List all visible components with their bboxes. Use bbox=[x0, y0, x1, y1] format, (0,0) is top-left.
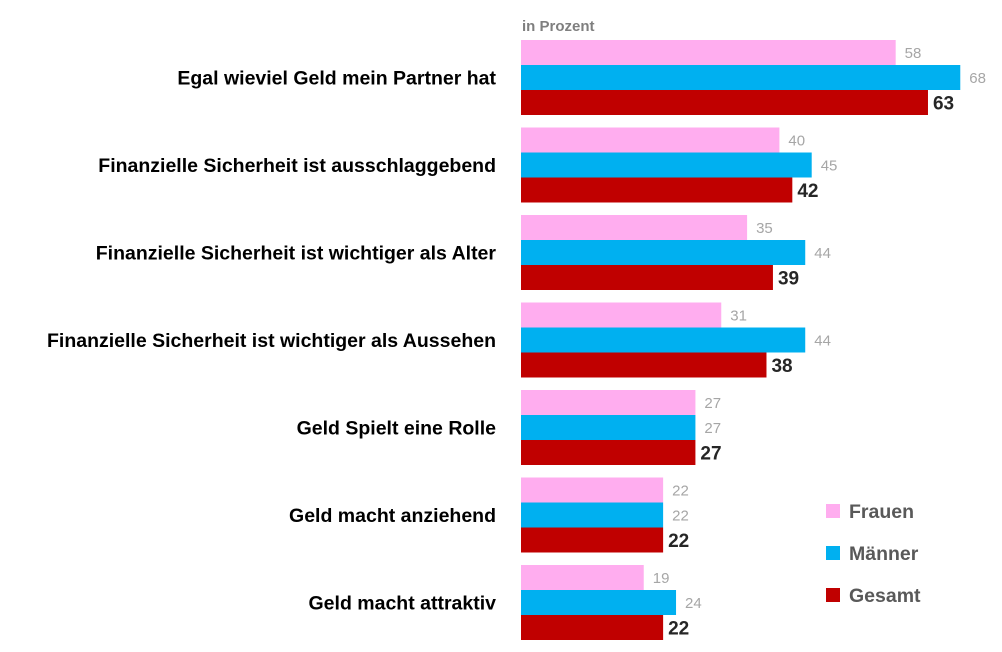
value-label: 27 bbox=[704, 420, 721, 437]
value-label: 63 bbox=[933, 94, 954, 115]
value-label: 42 bbox=[797, 181, 818, 202]
legend-swatch bbox=[826, 504, 840, 518]
value-label: 40 bbox=[788, 133, 805, 150]
category-label: Geld macht attraktiv bbox=[309, 593, 497, 615]
category-label: Geld Spielt eine Rolle bbox=[297, 418, 497, 440]
legend: Frauen Männer Gesamt bbox=[826, 501, 921, 607]
category-label: Finanzielle Sicherheit ist wichtiger als… bbox=[96, 243, 497, 265]
value-label: 45 bbox=[821, 158, 838, 175]
bar-männer bbox=[521, 65, 961, 90]
bar-männer bbox=[521, 415, 696, 440]
bar-frauen bbox=[521, 565, 644, 590]
value-label: 22 bbox=[668, 531, 689, 552]
value-label: 24 bbox=[685, 595, 702, 612]
value-label: 39 bbox=[778, 269, 799, 290]
category-label: Geld macht anziehend bbox=[289, 505, 496, 527]
bar-männer bbox=[521, 152, 812, 178]
legend-swatch bbox=[826, 588, 840, 602]
value-label: 38 bbox=[771, 356, 792, 377]
category-labels: Egal wieviel Geld mein Partner hat Finanz… bbox=[47, 68, 497, 615]
value-label: 19 bbox=[653, 570, 670, 587]
bar-frauen bbox=[521, 127, 780, 153]
bar-männer bbox=[521, 502, 664, 528]
category-label: Finanzielle Sicherheit ist wichtiger als… bbox=[47, 330, 496, 352]
bar-frauen bbox=[521, 40, 896, 65]
bar-gesamt bbox=[521, 265, 773, 290]
bar-frauen bbox=[521, 477, 664, 503]
value-label: 44 bbox=[814, 333, 831, 350]
value-label: 68 bbox=[969, 70, 986, 87]
bar-gesamt bbox=[521, 352, 767, 378]
value-label: 27 bbox=[700, 444, 721, 465]
value-label: 58 bbox=[905, 45, 922, 62]
bar-gesamt bbox=[521, 440, 696, 465]
value-label: 35 bbox=[756, 220, 773, 237]
legend-label: Gesamt bbox=[849, 585, 921, 607]
category-label: Finanzielle Sicherheit ist ausschlaggebe… bbox=[98, 155, 496, 177]
bar-männer bbox=[521, 240, 806, 265]
bar-gesamt bbox=[521, 615, 664, 640]
bar-frauen bbox=[521, 390, 696, 415]
bar-frauen bbox=[521, 215, 748, 240]
category-label: Egal wieviel Geld mein Partner hat bbox=[177, 68, 496, 90]
value-label: 44 bbox=[814, 245, 831, 262]
value-label: 31 bbox=[730, 308, 747, 325]
bar-frauen bbox=[521, 302, 722, 328]
bars bbox=[521, 40, 961, 640]
value-label: 22 bbox=[672, 483, 689, 500]
bar-gesamt bbox=[521, 527, 664, 553]
legend-label: Männer bbox=[849, 543, 919, 565]
legend-swatch bbox=[826, 546, 840, 560]
value-label: 22 bbox=[668, 619, 689, 640]
value-label: 22 bbox=[672, 508, 689, 525]
bar-männer bbox=[521, 590, 677, 615]
unit-label: in Prozent bbox=[522, 18, 595, 35]
legend-label: Frauen bbox=[849, 501, 914, 523]
bar-gesamt bbox=[521, 90, 928, 115]
value-label: 27 bbox=[704, 395, 721, 412]
bar-gesamt bbox=[521, 177, 793, 203]
bar-männer bbox=[521, 327, 806, 353]
